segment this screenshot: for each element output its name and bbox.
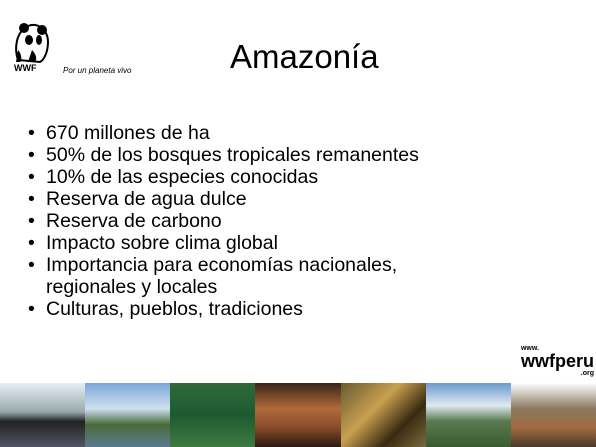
bullet-item: Culturas, pueblos, tradiciones [28,298,488,320]
photo [341,383,426,447]
panda-logo [12,20,52,64]
tagline: Por un planeta vivo [63,66,132,75]
logo-text: WWF [14,63,37,73]
site-name: wwfperu [521,352,594,370]
photo [511,383,596,447]
photo-strip [0,383,596,447]
bullet-item: 10% de las especies conocidas [28,166,488,188]
slide-title: Amazonía [230,38,379,76]
photo [255,383,340,447]
photo [0,383,85,447]
site-suffix: .org [521,370,594,377]
bullet-item: Impacto sobre clima global [28,232,488,254]
site-logo: www. wwfperu .org [521,345,594,377]
bullet-item: Reserva de carbono [28,210,488,232]
bullet-item: 670 millones de ha [28,122,488,144]
bullet-item: Reserva de agua dulce [28,188,488,210]
bullet-item: 50% de los bosques tropicales remanentes [28,144,488,166]
bullet-item: Importancia para economías nacionales, r… [28,254,488,298]
bullet-list: 670 millones de ha50% de los bosques tro… [28,122,488,320]
photo [426,383,511,447]
photo [170,383,255,447]
slide: WWF Por un planeta vivo Amazonía 670 mil… [0,0,596,447]
photo [85,383,170,447]
